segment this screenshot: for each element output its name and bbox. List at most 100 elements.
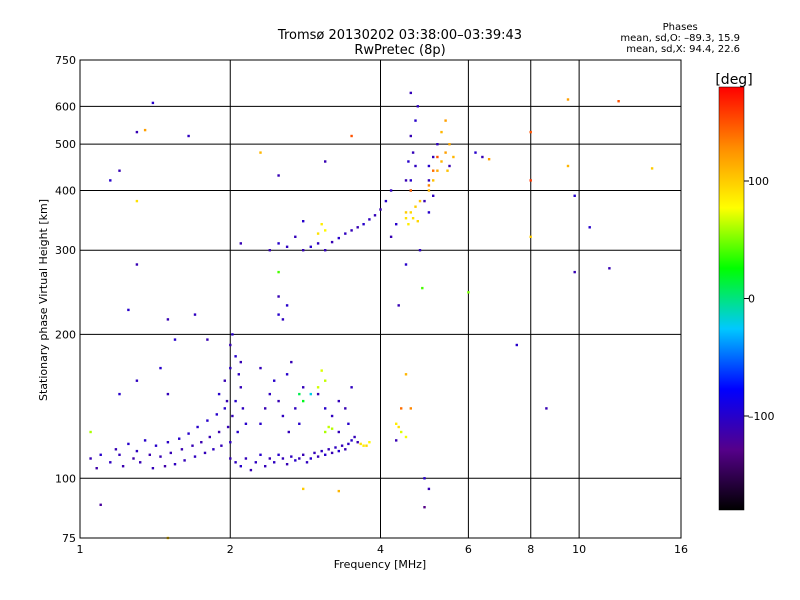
data-point <box>95 467 98 470</box>
data-point <box>254 461 257 464</box>
y-axis-label: Stationary phase Virtual Height [km] <box>37 199 50 401</box>
x-tick-label: 4 <box>377 543 384 556</box>
colorbar-tick-label: 0 <box>748 293 755 306</box>
data-point <box>395 422 398 425</box>
data-point <box>313 451 316 455</box>
data-point <box>305 461 309 464</box>
data-point <box>327 425 330 429</box>
y-tick-label: 600 <box>55 100 76 113</box>
data-point <box>281 414 285 418</box>
data-point <box>344 407 347 410</box>
data-point <box>302 220 305 223</box>
data-point <box>132 457 135 460</box>
data-point <box>166 441 170 444</box>
x-axis-ticks: 1 2 4 6 8 10 16 <box>77 543 689 556</box>
data-point <box>414 119 417 122</box>
y-axis-ticks: 75 100 200 300 400 500 600 750 <box>55 54 76 545</box>
data-point <box>244 457 248 460</box>
data-point <box>302 487 305 491</box>
data-point <box>324 430 327 434</box>
phase-stats: Phases mean, sd,O: –89.3, 15.9 mean, sd,… <box>620 22 740 55</box>
data-point <box>206 419 209 422</box>
data-point <box>545 407 548 410</box>
data-point <box>436 169 439 172</box>
data-point <box>203 451 207 455</box>
data-point <box>294 459 297 462</box>
data-point <box>400 407 403 410</box>
data-point <box>324 407 327 410</box>
x-tick-label: 2 <box>227 543 234 556</box>
data-point <box>436 143 439 146</box>
data-point <box>290 360 293 364</box>
data-point <box>316 242 320 245</box>
x-tick-label: 16 <box>674 543 688 556</box>
data-point <box>356 226 359 229</box>
data-point <box>617 100 620 103</box>
data-point <box>356 441 359 444</box>
data-point <box>409 91 412 95</box>
data-point <box>452 155 455 159</box>
data-point <box>143 128 147 132</box>
data-point <box>350 439 353 442</box>
data-point <box>294 407 297 410</box>
data-point <box>409 407 412 410</box>
data-point <box>264 465 267 468</box>
data-point <box>208 435 211 439</box>
title-line-1: Tromsø 20130202 03:38:00–03:39:43 <box>277 28 523 43</box>
data-point <box>395 439 398 442</box>
data-point <box>397 425 400 429</box>
data-point <box>151 467 155 470</box>
data-point <box>350 229 353 232</box>
data-point <box>225 399 229 403</box>
data-point <box>166 318 170 321</box>
data-point <box>277 242 280 245</box>
data-point <box>234 461 237 464</box>
grid-lines <box>80 60 681 538</box>
data-point <box>411 217 415 220</box>
data-point <box>427 179 431 182</box>
data-point <box>273 379 276 382</box>
data-point <box>154 444 158 447</box>
data-point <box>416 105 419 108</box>
data-point <box>169 451 172 455</box>
colorbar-tick-label: –100 <box>748 410 775 423</box>
data-point <box>368 441 371 444</box>
data-point <box>337 449 340 453</box>
data-point <box>229 457 232 460</box>
data-point <box>350 134 353 138</box>
data-point <box>183 459 186 462</box>
data-point <box>407 223 410 226</box>
data-point <box>135 449 139 453</box>
data-point <box>277 313 280 316</box>
data-point <box>290 455 293 458</box>
data-point <box>135 263 139 266</box>
y-tick-label: 750 <box>55 54 76 67</box>
data-point <box>404 211 408 214</box>
data-point <box>234 399 237 403</box>
data-point <box>337 430 340 434</box>
data-point <box>444 151 447 154</box>
data-point <box>294 235 297 238</box>
data-point <box>302 399 305 403</box>
y-tick-label: 75 <box>62 532 76 545</box>
data-point <box>281 457 285 460</box>
data-point <box>324 379 327 382</box>
data-point <box>389 189 393 192</box>
stats-x-mode: mean, sd,X: 94.4, 22.6 <box>626 44 740 55</box>
data-point <box>320 369 323 372</box>
x-tick-label: 10 <box>572 543 586 556</box>
data-point <box>320 223 323 226</box>
data-point <box>135 199 139 203</box>
data-point <box>298 457 301 460</box>
data-point <box>302 249 305 252</box>
data-point <box>414 205 417 208</box>
data-point <box>337 399 340 403</box>
data-point <box>241 407 245 410</box>
data-point <box>427 184 431 187</box>
data-point <box>89 457 92 460</box>
data-point <box>330 414 334 418</box>
data-point <box>121 465 125 468</box>
data-point <box>187 134 190 138</box>
data-point <box>264 407 267 410</box>
x-tick-label: 6 <box>465 543 472 556</box>
